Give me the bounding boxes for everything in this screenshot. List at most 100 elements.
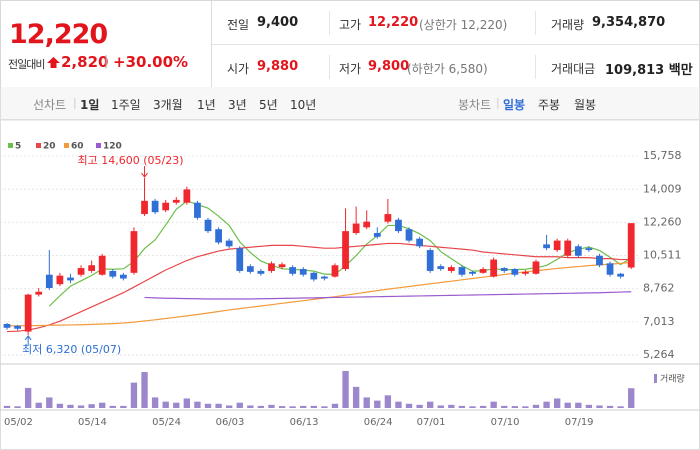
volume-bar: [575, 402, 582, 408]
volume-bar: [289, 406, 296, 408]
chart-tabs: 선차트 | 1일 1주일 3개월 1년 3년 5년 10년 봉차트 | 일봉 주…: [0, 87, 700, 120]
candle-body: [395, 219, 402, 232]
volume-bar: [88, 404, 95, 408]
volume-bar: [543, 401, 550, 408]
candle-body: [162, 202, 170, 211]
y-tick-label: 7,013: [643, 315, 675, 328]
change: 2,820: [61, 53, 109, 71]
legend-swatch: [64, 143, 69, 148]
volume-bar: [553, 398, 561, 408]
volume-bar: [141, 372, 148, 408]
period-tab[interactable]: 1년: [197, 98, 216, 112]
candle-body: [183, 189, 191, 203]
item-value: 9,800: [368, 59, 410, 74]
candle-body: [553, 240, 561, 251]
volume-bar: [77, 405, 85, 408]
divider: [535, 55, 536, 79]
divider: |: [73, 96, 77, 109]
item-label: 고가: [339, 18, 362, 32]
candle-body: [172, 199, 180, 203]
volume-bar: [56, 403, 64, 408]
period-tab[interactable]: 일봉: [503, 98, 526, 112]
volume-bar: [617, 406, 624, 408]
period-tab[interactable]: 1일: [80, 98, 100, 112]
divider: [212, 44, 699, 45]
annotation-arrow: [141, 172, 148, 178]
volume-bar: [405, 403, 413, 408]
item-label: 저가: [339, 62, 362, 76]
ma-line: [6, 261, 632, 327]
volume-bar: [46, 397, 53, 408]
candle-body: [257, 270, 265, 274]
period-tab[interactable]: 3년: [228, 98, 247, 112]
volume-bar: [628, 388, 635, 408]
volume-bar: [24, 387, 32, 408]
candle-body: [56, 275, 64, 285]
candle-body: [194, 202, 201, 218]
volume-bar: [310, 405, 317, 408]
volume-bar: [342, 371, 349, 408]
volume-bar: [532, 404, 540, 408]
candle-body: [500, 268, 508, 271]
period-tab[interactable]: 월봉: [574, 98, 597, 112]
candle-body: [24, 294, 32, 332]
item-note: (하한가 6,580): [407, 62, 488, 76]
volume-bar: [99, 402, 106, 408]
volume-bar: [585, 404, 593, 408]
volume-bar: [384, 395, 392, 408]
volume-bar: [247, 405, 254, 408]
candle-body: [574, 246, 582, 256]
period-tab[interactable]: 5년: [259, 98, 278, 112]
x-tick-label: 06/24: [364, 417, 393, 428]
volume-bar: [67, 404, 74, 408]
candle-body: [236, 248, 244, 271]
period-tab[interactable]: 10년: [290, 98, 317, 112]
volume-bar: [257, 405, 265, 408]
volume-bar: [596, 405, 603, 408]
candle-body: [522, 271, 529, 274]
divider: [329, 55, 330, 79]
volume-bar: [511, 406, 519, 408]
candle-body: [596, 255, 603, 266]
volume-bar: [278, 406, 286, 408]
y-tick-label: 5,264: [643, 348, 675, 361]
candle-body: [141, 200, 148, 215]
volume-bar: [522, 406, 529, 408]
period-tab[interactable]: 1주일: [111, 98, 141, 112]
x-tick-label: 07/19: [565, 417, 594, 428]
chart: 5,264 7,013 8,762 10,511 12,260 14,009 15,758 5…: [0, 120, 700, 450]
volume-bar: [374, 400, 381, 408]
volume-bar: [204, 403, 212, 408]
x-tick-label: 05/14: [78, 417, 107, 428]
legend-swatch: [96, 143, 101, 148]
change-label: 전일대비: [8, 58, 45, 71]
candle-body: [225, 240, 233, 247]
volume-bar: [363, 397, 370, 408]
candle-body: [246, 266, 254, 272]
current-price: 12,220: [9, 19, 108, 50]
tab-label: 선차트: [33, 98, 67, 112]
period-tab[interactable]: 주봉: [538, 98, 561, 112]
candle-body: [67, 277, 74, 281]
volume-bar: [321, 406, 328, 408]
volume-bar: [427, 401, 434, 408]
candle-body: [130, 231, 138, 273]
candle-body: [490, 259, 498, 277]
candle-body: [342, 231, 349, 270]
candle-body: [585, 248, 593, 251]
candle-body: [373, 233, 381, 237]
volume-bar: [109, 405, 116, 408]
y-tick-label: 15,758: [643, 149, 682, 162]
candle-body: [268, 263, 275, 271]
volume-bar: [395, 401, 402, 408]
volume-bar: [437, 405, 444, 408]
candle-body: [151, 200, 159, 213]
candle-body: [310, 272, 318, 280]
candle-body: [606, 263, 614, 275]
legend-label: 60: [71, 142, 84, 152]
volume-bar: [469, 406, 476, 408]
period-tab[interactable]: 3개월: [153, 98, 183, 112]
candle-body: [321, 276, 328, 279]
volume-bar: [268, 404, 275, 408]
volume-bar: [35, 402, 42, 408]
